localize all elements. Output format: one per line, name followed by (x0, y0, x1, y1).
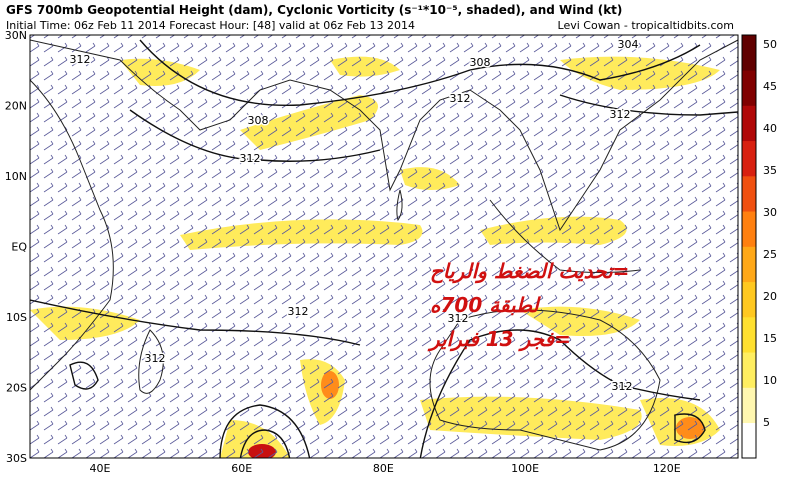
overlay-text: لطبقة 700ه (430, 293, 541, 317)
coastlines (30, 39, 738, 451)
plot-frame (29, 34, 739, 459)
colorbar-swatch (742, 422, 756, 459)
colorbar-swatch (742, 387, 756, 424)
colorbar-swatch (742, 281, 756, 318)
colorbar-swatch (742, 35, 756, 71)
height-contours (30, 39, 738, 458)
colorbar-swatch (742, 211, 756, 247)
lon-label: 80E (373, 462, 394, 475)
contour-label: 312 (450, 92, 471, 105)
colorbar-swatch (742, 317, 756, 353)
lat-label: 30N (5, 29, 27, 42)
colorbar-swatch (742, 246, 756, 283)
lat-label: 10S (6, 311, 27, 324)
colorbar-label: 25 (763, 248, 777, 261)
colorbar-swatch (742, 70, 756, 106)
title: GFS 700mb Geopotential Height (dam), Cyc… (6, 3, 622, 17)
colorbar-label: 40 (763, 122, 777, 135)
subtitle: Initial Time: 06z Feb 11 2014 Forecast H… (6, 19, 415, 32)
colorbar-label: 20 (763, 290, 777, 303)
overlay-text: =فجر 13 فبراير (427, 327, 571, 352)
map-layers (30, 35, 738, 458)
colorbar-label: 45 (763, 80, 777, 93)
lon-label: 120E (653, 462, 681, 475)
contour-label: 308 (248, 114, 269, 127)
contour-label: 312 (610, 108, 631, 121)
contour-label: 312 (288, 305, 309, 318)
colorbar-swatch (742, 140, 756, 177)
colorbar-label: 15 (763, 332, 777, 345)
lon-label: 40E (90, 462, 111, 475)
contour-label: 304 (618, 38, 639, 51)
colorbar-label: 5 (763, 416, 770, 429)
lon-label: 100E (511, 462, 539, 475)
contour-label: 308 (470, 56, 491, 69)
colorbar-swatch (742, 176, 756, 212)
credit: Levi Cowan - tropicaltidbits.com (558, 19, 734, 32)
colorbar-label: 50 (763, 38, 777, 51)
colorbar-swatch (742, 105, 756, 142)
lat-label: 20N (5, 100, 27, 113)
lat-label: 30S (6, 452, 27, 465)
colorbar-label: 30 (763, 206, 777, 219)
colorbar-label: 35 (763, 164, 777, 177)
contour-label: 312 (448, 312, 469, 325)
lat-label: EQ (11, 241, 27, 254)
lat-label: 10N (5, 170, 27, 183)
contour-label: 312 (612, 380, 633, 393)
contour-label: 312 (240, 152, 261, 165)
labels: 30N 20N 10N EQ 10S 20S 30S 40E 60E 80E 100E 120E 312… (5, 29, 777, 475)
lon-label: 60E (231, 462, 252, 475)
contour-label: 312 (145, 352, 166, 365)
colorbar-label: 10 (763, 374, 777, 387)
colorbar-frame (741, 34, 757, 459)
lat-label: 20S (6, 382, 27, 395)
overlay-text: =تحديث الضغط والرياح (430, 259, 629, 284)
colorbar-swatch (742, 352, 756, 388)
wind-barbs (30, 35, 738, 458)
contour-label: 312 (70, 53, 91, 66)
